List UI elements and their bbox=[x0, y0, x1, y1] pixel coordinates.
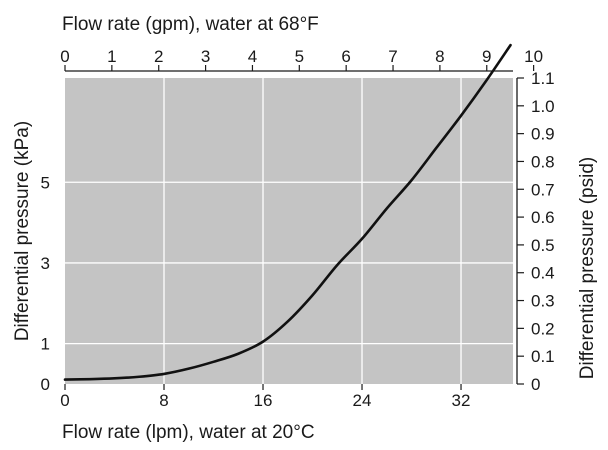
ticks: 0 8 16 24 32 0 1 2 3 4 5 6 7 8 9 10 0 1 3 5 0 0.1 0.2 0.3 0.4 0.5… bbox=[41, 47, 555, 410]
right-tick-label: 0.9 bbox=[531, 125, 555, 144]
top-tick-label: 3 bbox=[201, 47, 210, 66]
top-tick-label: 0 bbox=[60, 47, 69, 66]
top-tick-label: 9 bbox=[482, 47, 491, 66]
right-axis-title: Differential pressure (psid) bbox=[577, 157, 598, 379]
right-tick-label: 1.1 bbox=[531, 69, 555, 88]
right-tick-label: 0.2 bbox=[531, 319, 555, 338]
top-tick-label: 2 bbox=[154, 47, 163, 66]
bottom-tick-label: 8 bbox=[159, 391, 168, 410]
left-tick-label: 1 bbox=[41, 335, 50, 354]
right-tick-label: 0.5 bbox=[531, 236, 555, 255]
bottom-tick-label: 0 bbox=[60, 391, 69, 410]
right-tick-label: 0 bbox=[531, 375, 540, 394]
bottom-tick-label: 24 bbox=[353, 391, 372, 410]
top-tick-label: 1 bbox=[107, 47, 116, 66]
top-tick-label: 4 bbox=[248, 47, 257, 66]
top-axis-title: Flow rate (gpm), water at 68°F bbox=[62, 14, 319, 35]
bottom-tick-label: 32 bbox=[452, 391, 471, 410]
top-tick-label: 6 bbox=[341, 47, 350, 66]
left-tick-label: 3 bbox=[41, 254, 50, 273]
left-tick-label: 5 bbox=[41, 173, 50, 192]
right-tick-label: 0.6 bbox=[531, 208, 555, 227]
top-tick-label: 8 bbox=[435, 47, 444, 66]
right-tick-label: 0.3 bbox=[531, 292, 555, 311]
top-tick-label: 5 bbox=[295, 47, 304, 66]
bottom-axis-title: Flow rate (lpm), water at 20°C bbox=[62, 422, 315, 443]
bottom-tick-label: 16 bbox=[254, 391, 273, 410]
grid bbox=[65, 78, 513, 384]
right-tick-label: 1.0 bbox=[531, 97, 555, 116]
top-tick-label: 7 bbox=[388, 47, 397, 66]
right-tick-label: 0.7 bbox=[531, 180, 555, 199]
left-tick-label: 0 bbox=[41, 375, 50, 394]
left-axis-title: Differential pressure (kPa) bbox=[12, 121, 33, 341]
series-line bbox=[63, 43, 512, 381]
right-tick-label: 0.4 bbox=[531, 264, 555, 283]
top-tick-label: 10 bbox=[524, 47, 543, 66]
right-tick-label: 0.1 bbox=[531, 347, 555, 366]
right-tick-label: 0.8 bbox=[531, 152, 555, 171]
plot-area bbox=[65, 78, 513, 384]
